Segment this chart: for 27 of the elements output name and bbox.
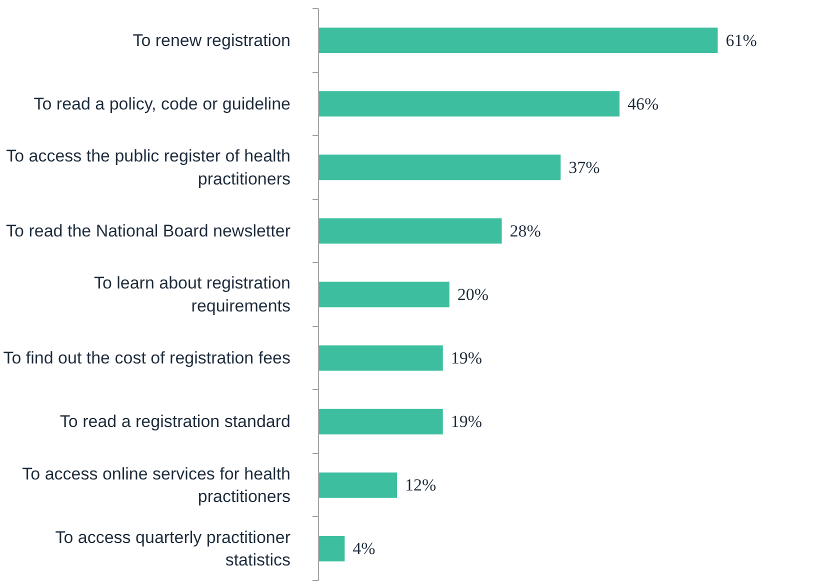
bar: [318, 408, 443, 434]
y-tick-label: To read a registration standard: [60, 412, 291, 432]
data-label: 28%: [510, 221, 541, 240]
bar: [318, 28, 718, 53]
bar: [318, 218, 502, 244]
data-label: 46%: [628, 94, 659, 114]
y-tick-label: To learn about registration requirements: [94, 274, 291, 316]
data-label: 37%: [568, 158, 600, 177]
data-label: 12%: [405, 476, 436, 495]
data-label: 4%: [352, 539, 376, 558]
y-tick-label: To access the public register of health practitioners: [6, 146, 291, 188]
data-label: 19%: [450, 348, 482, 368]
data-label: 19%: [450, 412, 482, 432]
bar: [318, 154, 561, 180]
y-tick-label: To renew registration: [132, 30, 291, 50]
data-label: 61%: [726, 30, 757, 50]
bar: [318, 282, 450, 308]
bar: [318, 91, 620, 117]
bar: [318, 345, 443, 371]
bar: [318, 472, 398, 498]
y-tick-label: To read a policy, code or guideline: [34, 94, 291, 114]
y-tick-label: To read the National Board newsletter: [6, 221, 291, 240]
y-tick-label: To access quarterly practitioner statistics: [55, 528, 291, 570]
y-tick-label: To find out the cost of registration fees: [3, 348, 291, 368]
bar: [318, 536, 345, 562]
y-tick-label: To access online services for health practitioners: [22, 464, 291, 506]
data-label: 20%: [457, 285, 489, 304]
